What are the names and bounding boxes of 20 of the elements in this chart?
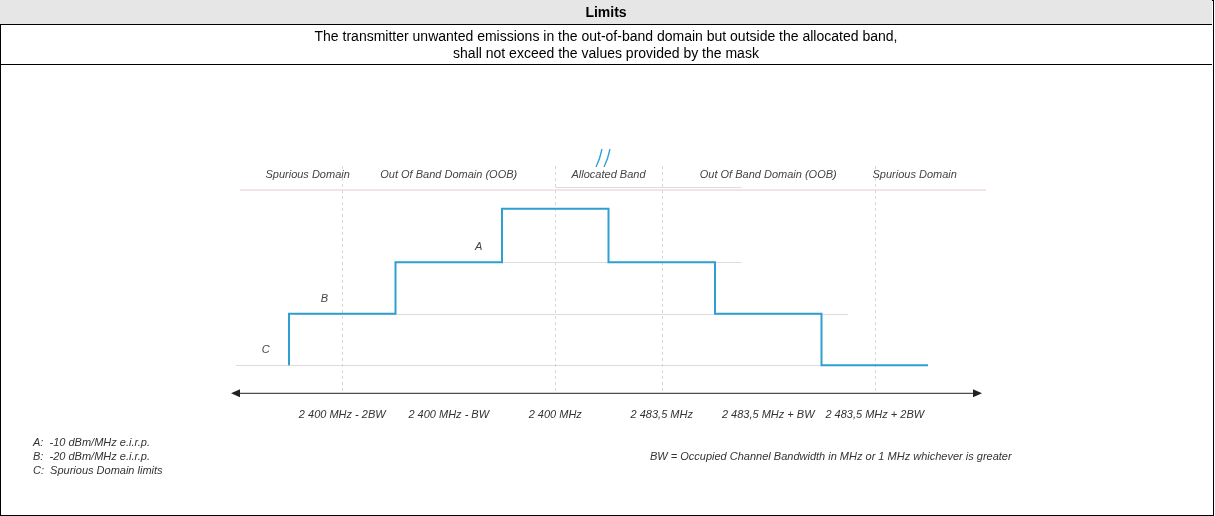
text: C: Spurious Domain limits	[33, 464, 163, 476]
x-tick-label: 2 400 MHz - 2BW	[297, 408, 388, 421]
text: Out Of Band Domain (OOB)	[380, 168, 518, 181]
x-tick-label: 2 400 MHz	[527, 408, 583, 421]
text: B: -20 dBm/MHz e.i.r.p.	[33, 450, 150, 462]
ref-line-label: A	[474, 239, 483, 252]
chart-subtitle: The transmitter unwanted emissions in the out-of-band domain but outside the allocated band, shall not exceed the values provided by the mask	[0, 25, 1212, 65]
x-tick-label: 2 483,5 MHz	[629, 408, 694, 421]
ref-line-label: B	[320, 291, 328, 304]
x-tick-label: 2 400 MHz - BW	[407, 408, 491, 421]
text: Out Of Band Domain (OOB)	[699, 168, 838, 181]
text: Allocated Band	[570, 168, 647, 181]
text: Spurious Domain	[265, 168, 350, 181]
text: A: -10 dBm/MHz e.i.r.p.	[33, 436, 150, 448]
x-tick-label: 2 483,5 MHz + BW	[720, 408, 817, 421]
ref-line-label: C	[261, 342, 270, 355]
chart-title: Limits	[0, 0, 1212, 25]
text: Spurious Domain	[872, 168, 957, 181]
x-tick-label: 2 483,5 MHz + 2BW	[824, 408, 926, 421]
text: BW = Occupied Channel Bandwidth in MHz or 1 MHz whichever is greater	[650, 450, 1012, 462]
